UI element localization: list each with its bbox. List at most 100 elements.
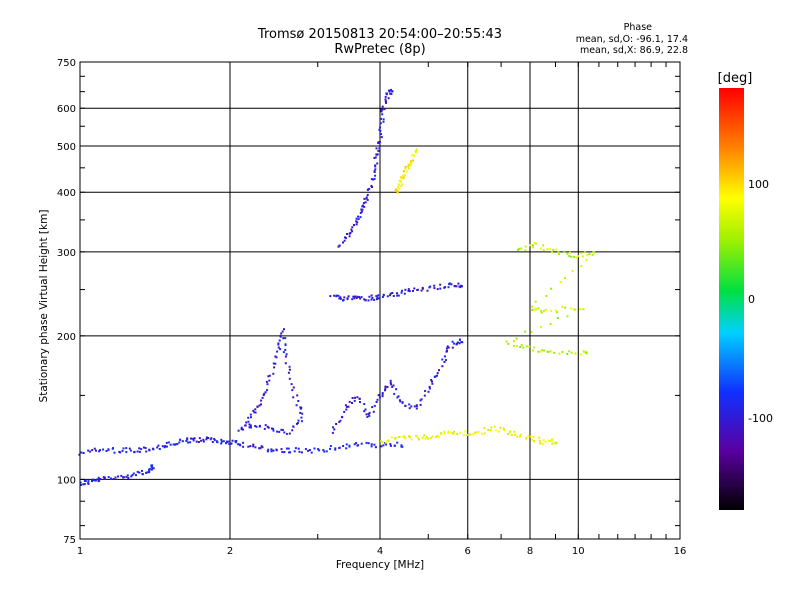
data-point — [579, 353, 582, 356]
data-point — [371, 406, 374, 409]
data-point — [125, 451, 128, 454]
data-point — [97, 476, 100, 479]
data-point — [396, 441, 399, 444]
data-point — [524, 249, 527, 252]
data-point — [433, 376, 436, 378]
data-point — [381, 395, 384, 398]
data-point — [338, 420, 341, 423]
data-point — [419, 403, 422, 406]
data-point — [428, 385, 431, 388]
data-point — [566, 315, 569, 318]
data-point — [274, 362, 277, 365]
data-point — [210, 437, 213, 440]
data-point — [361, 208, 364, 211]
data-point — [292, 386, 295, 389]
data-point — [295, 422, 298, 425]
data-point — [164, 445, 167, 447]
data-point — [580, 264, 583, 267]
data-point — [519, 247, 522, 250]
data-point — [119, 451, 122, 454]
y-axis-label: Stationary phase Virtual Height [km] — [38, 209, 50, 403]
data-point — [270, 450, 273, 453]
data-point — [381, 105, 384, 108]
data-point — [447, 432, 450, 434]
data-point — [289, 451, 292, 454]
data-point — [451, 340, 454, 343]
data-point — [99, 477, 102, 480]
data-point — [425, 435, 428, 438]
data-point — [178, 441, 181, 444]
data-point — [561, 351, 564, 353]
data-point — [379, 122, 382, 125]
data-point — [440, 432, 443, 435]
data-point — [317, 448, 320, 451]
data-point — [220, 438, 223, 441]
data-point — [268, 379, 271, 382]
data-point — [402, 177, 405, 179]
data-point — [406, 165, 409, 168]
data-point — [111, 447, 114, 450]
data-point — [337, 245, 340, 248]
data-point — [140, 448, 143, 451]
data-point — [94, 479, 97, 482]
data-point — [450, 431, 452, 434]
data-point — [225, 442, 227, 445]
data-point — [497, 430, 500, 433]
data-point — [267, 426, 270, 429]
data-point — [371, 186, 373, 188]
axes: 1 2 4 6 8 10 16 75 100 200 300 400 500 600 750 — [57, 58, 686, 557]
data-point — [586, 254, 589, 257]
data-point — [392, 384, 395, 387]
data-point — [145, 450, 148, 453]
data-point — [529, 435, 532, 438]
data-point — [419, 399, 422, 402]
phase-heading: Phase — [623, 22, 652, 33]
data-point — [402, 170, 405, 173]
data-point — [455, 343, 458, 346]
data-point — [265, 380, 268, 383]
data-point — [375, 401, 378, 403]
data-point — [332, 426, 335, 429]
data-point — [80, 484, 82, 486]
data-point — [83, 483, 86, 486]
data-point — [385, 101, 387, 103]
data-point — [524, 330, 527, 333]
data-point — [384, 95, 387, 98]
data-point — [359, 401, 361, 403]
data-point — [455, 285, 458, 288]
data-point — [353, 443, 356, 446]
data-point — [416, 436, 419, 439]
data-point — [409, 163, 412, 165]
data-point — [126, 474, 129, 477]
data-point — [234, 441, 237, 444]
data-point — [487, 429, 490, 431]
data-point — [98, 450, 101, 453]
data-point — [403, 174, 406, 177]
data-point — [148, 468, 151, 471]
data-point — [270, 448, 273, 451]
data-point — [360, 208, 363, 211]
data-point — [399, 400, 402, 403]
data-point — [563, 250, 566, 253]
data-point — [570, 351, 573, 354]
data-point — [249, 413, 252, 416]
data-point — [91, 449, 94, 452]
data-point — [412, 159, 414, 162]
data-point — [400, 184, 403, 187]
data-point — [132, 472, 135, 475]
data-point — [129, 449, 132, 452]
data-point — [351, 230, 354, 233]
data-point — [539, 350, 542, 353]
data-point — [545, 295, 548, 297]
data-point — [515, 344, 518, 347]
chart-title: Tromsø 20150813 20:54:00–20:55:43 — [257, 27, 503, 42]
data-point — [524, 245, 527, 248]
data-point — [156, 446, 159, 449]
data-point — [447, 430, 450, 433]
data-point — [423, 394, 426, 397]
data-point — [404, 165, 407, 168]
data-point — [460, 284, 463, 287]
data-point — [412, 290, 414, 292]
data-point — [513, 430, 516, 433]
data-point — [198, 437, 201, 440]
